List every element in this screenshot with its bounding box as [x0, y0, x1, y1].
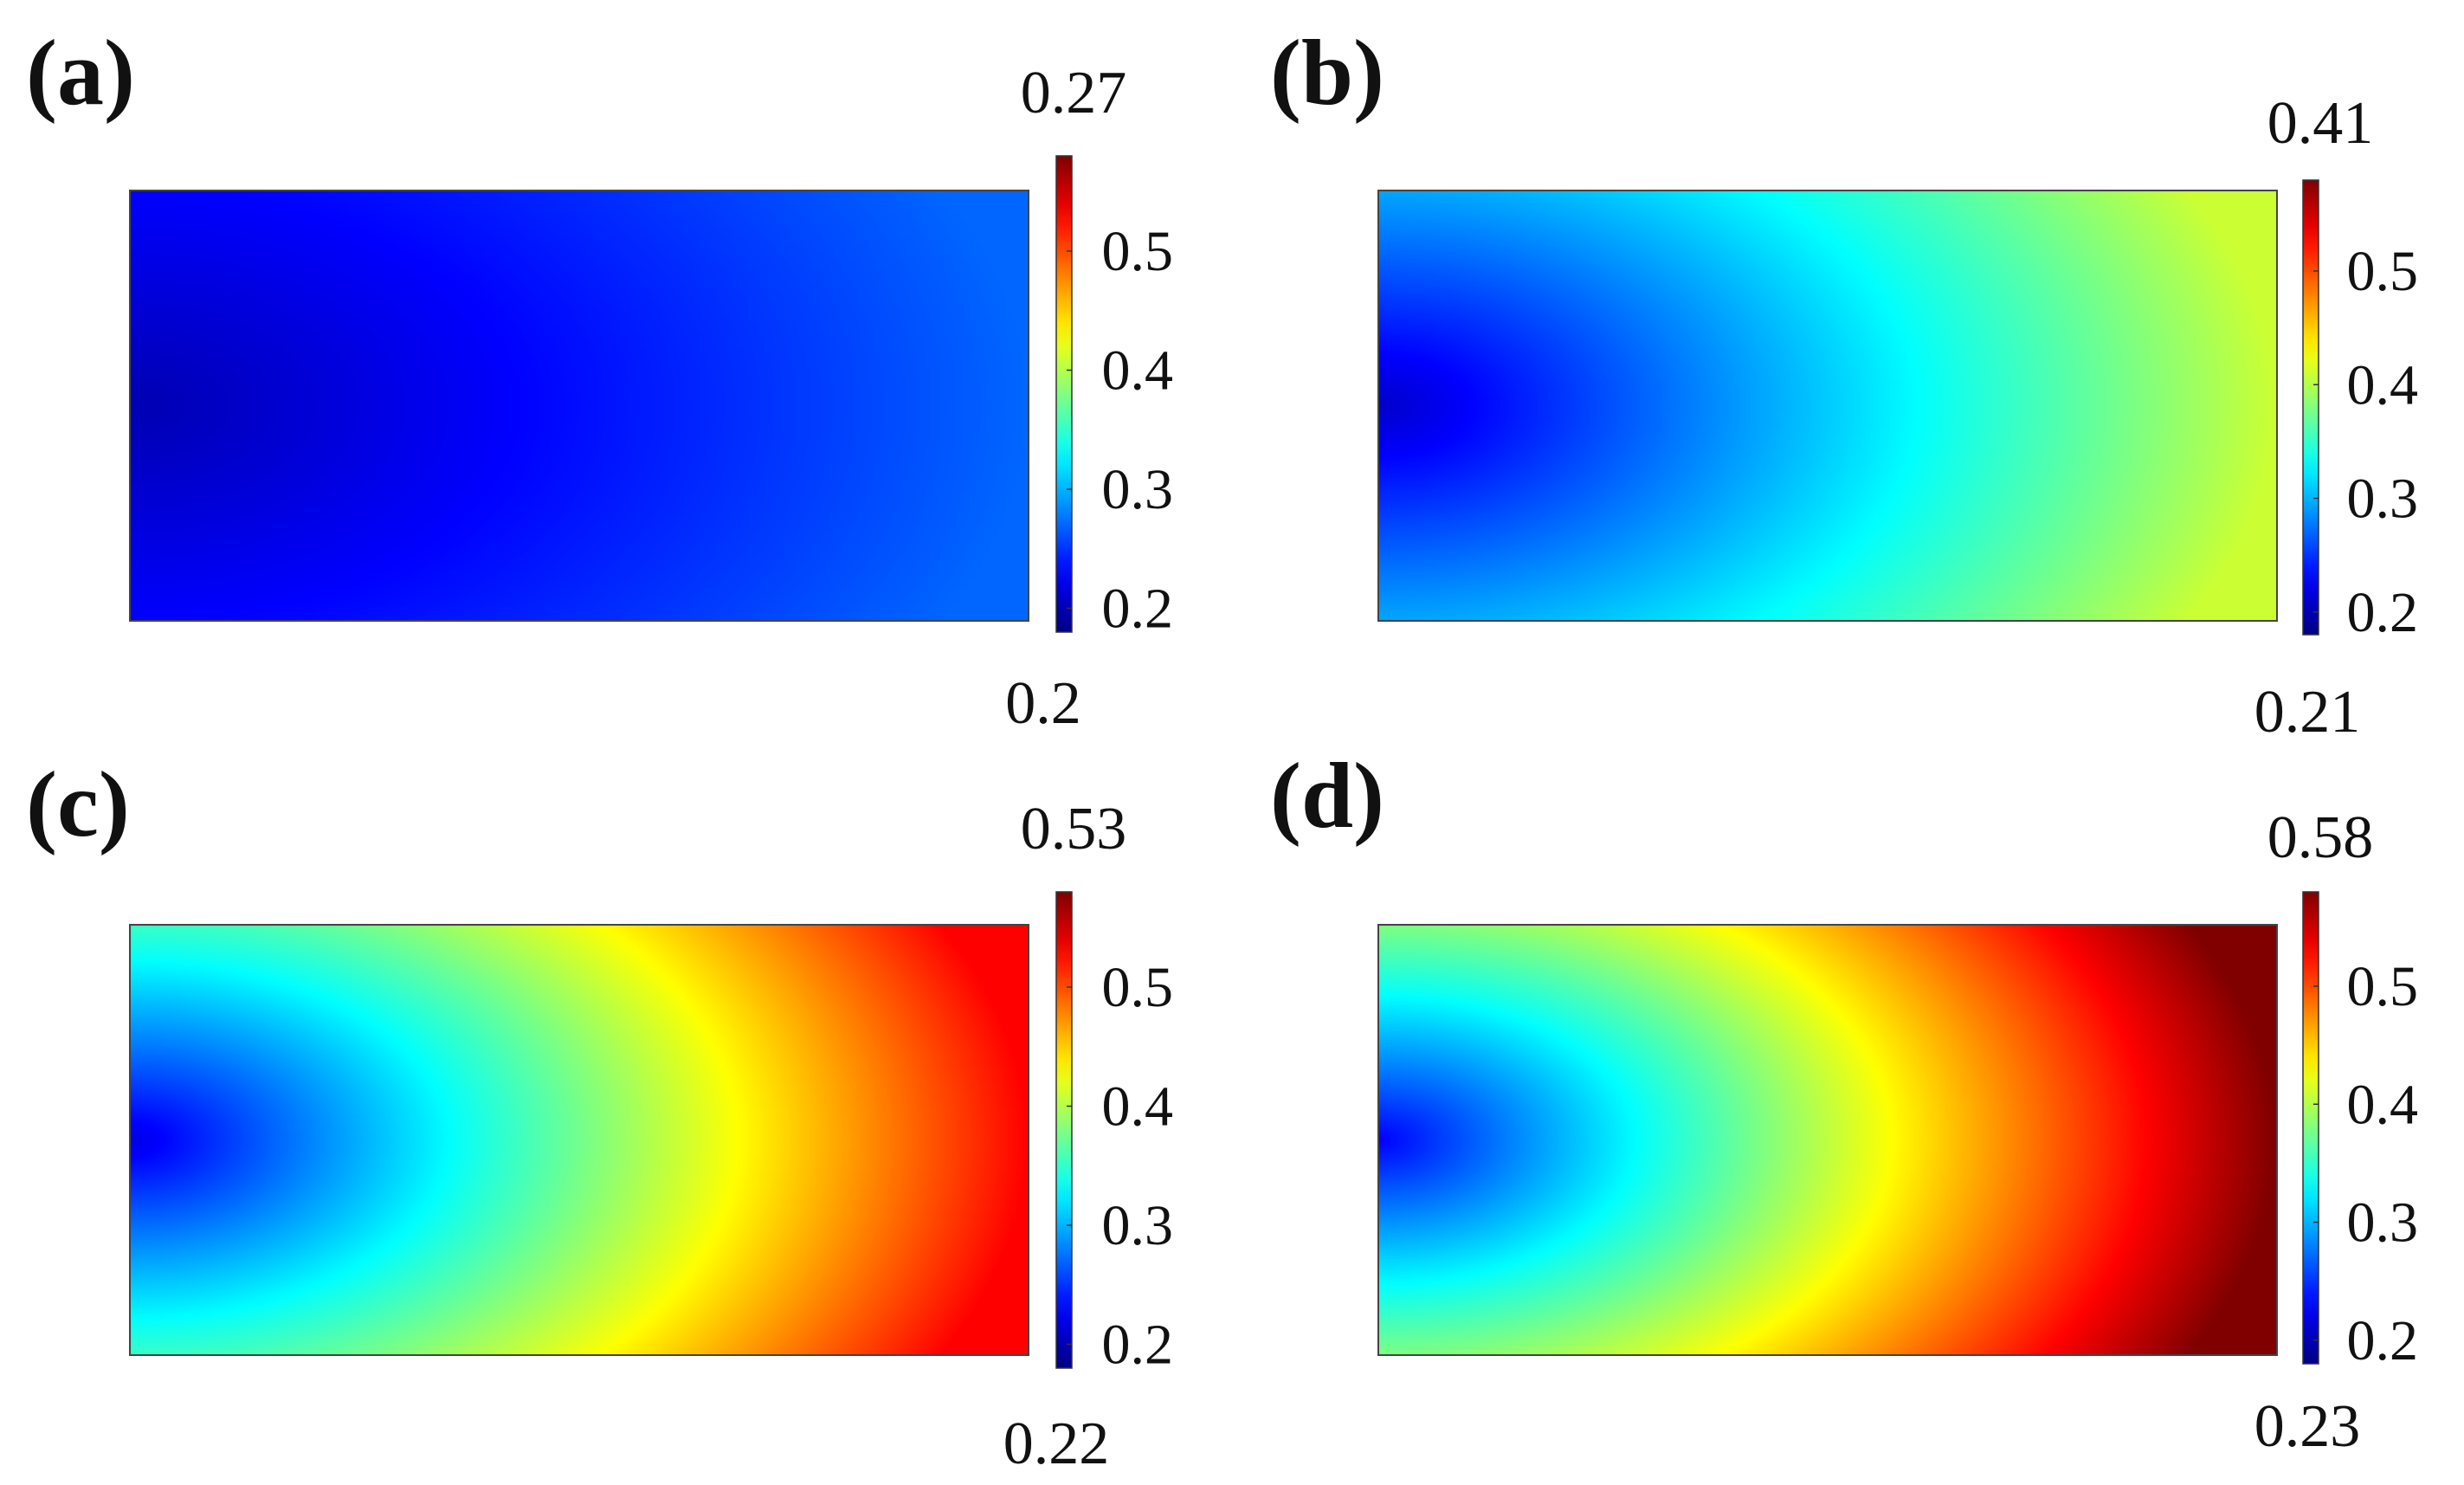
- colorbar-tick-label: 0.4: [2347, 1073, 2419, 1136]
- heatmap-frame: [1377, 190, 2278, 622]
- colorbar-tick-label: 0.3: [1102, 458, 1174, 521]
- colorbar-tick-label: 0.2: [2347, 581, 2419, 644]
- max-value-label: 0.41: [2267, 90, 2374, 157]
- colorbar: 0.2 0.3 0.4 0.5: [2302, 179, 2419, 644]
- max-value-label: 0.27: [1021, 60, 1127, 126]
- heatmap-field: [130, 190, 1029, 621]
- heatmap-field: [1378, 925, 2277, 1355]
- colorbar: 0.2 0.3 0.4 0.5: [1055, 155, 1174, 641]
- colorbar-tick-label: 0.2: [1102, 578, 1174, 641]
- colorbar-tick-label: 0.5: [1102, 220, 1174, 283]
- max-value-label: 0.58: [2267, 804, 2374, 871]
- heatmap-frame: [129, 924, 1029, 1356]
- colorbar-tick-label: 0.2: [2347, 1309, 2419, 1372]
- panel-b: (b) 0.41 0.21 0.2 0.3 0.4 0.5: [1270, 22, 2418, 746]
- max-value-label: 0.53: [1021, 796, 1127, 862]
- panel-c: (c) 0.53 0.22 0.2 0.3 0.4 0.5: [26, 753, 1173, 1477]
- colorbar-tick-label: 0.4: [2347, 353, 2419, 416]
- panel-label: (c): [26, 753, 130, 856]
- colorbar-tick-label: 0.4: [1102, 1075, 1174, 1139]
- colorbar-tick-label: 0.3: [2347, 468, 2419, 531]
- min-value-label: 0.22: [1003, 1411, 1110, 1477]
- heatmap-frame: [129, 190, 1029, 622]
- panel-d: (d) 0.58 0.23 0.2 0.3 0.4 0.5: [1270, 745, 2418, 1460]
- panel-label: (a): [26, 22, 135, 125]
- colorbar-tick-label: 0.5: [2347, 955, 2419, 1018]
- heatmap-frame: [1377, 924, 2278, 1356]
- panel-label: (d): [1270, 745, 1384, 848]
- colorbar-gradient: [1055, 155, 1073, 633]
- colorbar-tick-label: 0.3: [2347, 1191, 2419, 1255]
- min-value-label: 0.21: [2254, 679, 2361, 746]
- colorbar-tick-label: 0.3: [1102, 1194, 1174, 1257]
- colorbar-tick-label: 0.4: [1102, 339, 1174, 403]
- colorbar: 0.2 0.3 0.4 0.5: [2302, 891, 2419, 1372]
- min-value-label: 0.2: [1005, 670, 1081, 737]
- colorbar-tick-label: 0.5: [2347, 240, 2419, 303]
- colorbar-tick-label: 0.5: [1102, 956, 1174, 1019]
- colorbar-gradient: [2302, 891, 2319, 1365]
- colorbar-gradient: [2302, 179, 2319, 636]
- min-value-label: 0.23: [2254, 1393, 2361, 1460]
- heatmap-field: [130, 925, 1029, 1355]
- panel-label: (b): [1270, 22, 1384, 125]
- colorbar-gradient: [1055, 891, 1073, 1369]
- colorbar: 0.2 0.3 0.4 0.5: [1055, 891, 1174, 1377]
- colorbar-tick-label: 0.2: [1102, 1314, 1174, 1377]
- heatmap-field: [1378, 190, 2277, 621]
- panel-a: (a) 0.27 0.2 0.2 0.3 0.4 0.5: [26, 22, 1173, 737]
